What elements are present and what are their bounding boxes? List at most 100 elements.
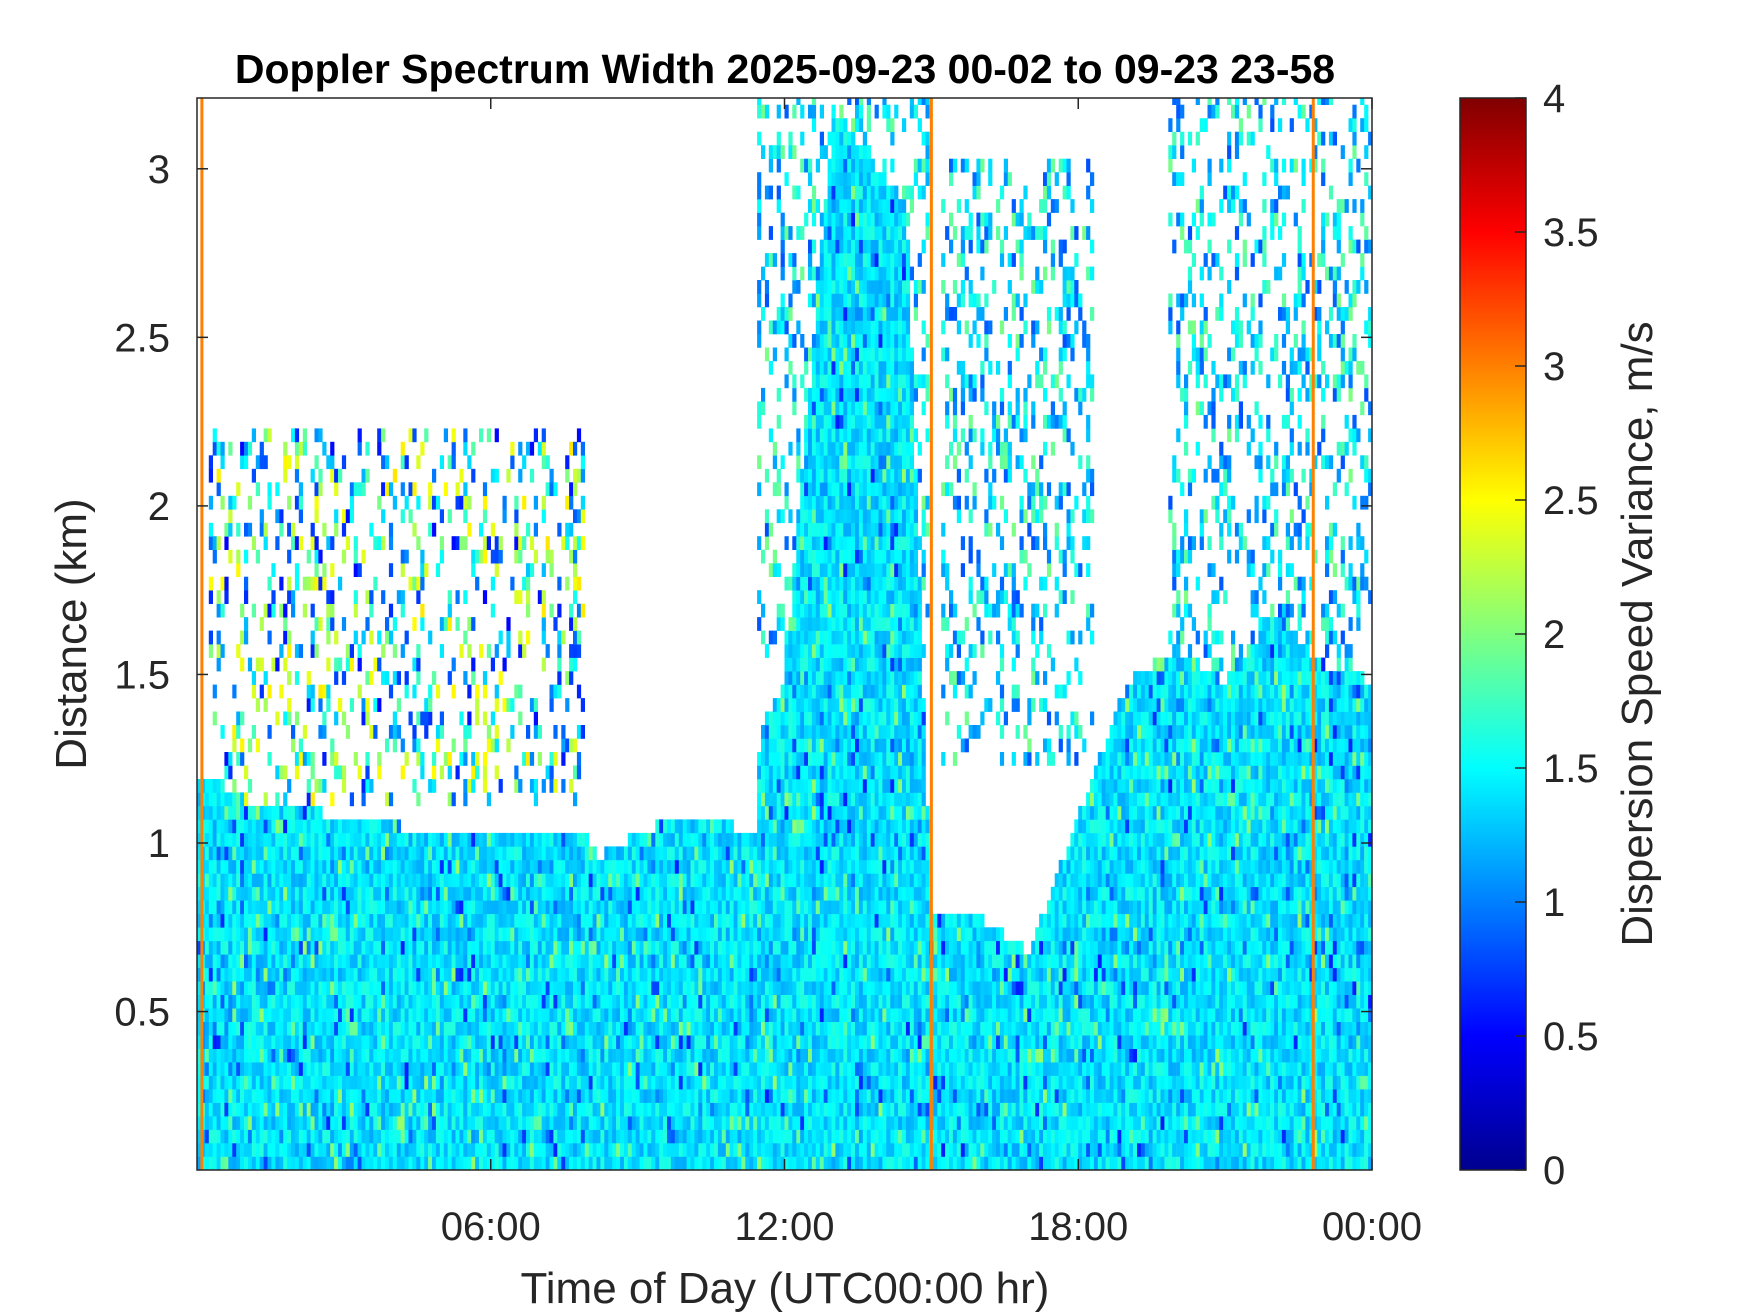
heatmap-cell xyxy=(467,873,472,888)
heatmap-cell xyxy=(502,1129,507,1144)
heatmap-cell xyxy=(298,832,303,847)
heatmap-cell xyxy=(302,940,307,955)
heatmap-cell xyxy=(553,913,558,928)
heatmap-cell xyxy=(271,940,276,955)
heatmap-cell xyxy=(569,1089,574,1103)
heatmap-cell xyxy=(561,1156,566,1171)
heatmap-cell xyxy=(482,981,488,995)
heatmap-cell xyxy=(780,752,785,766)
heatmap-cell xyxy=(416,900,421,915)
heatmap-cell xyxy=(639,1021,644,1036)
heatmap-cell xyxy=(561,738,566,753)
heatmap-cell xyxy=(670,1089,676,1103)
heatmap-cell xyxy=(670,1102,676,1117)
heatmap-cell xyxy=(635,1129,640,1144)
heatmap-cell xyxy=(541,590,546,604)
heatmap-cell xyxy=(236,805,241,820)
heatmap-cell xyxy=(310,1156,315,1171)
heatmap-cell xyxy=(314,1062,319,1076)
heatmap-cell xyxy=(377,441,382,456)
heatmap-cell xyxy=(259,805,264,820)
heatmap-cell xyxy=(357,967,362,982)
heatmap-cell xyxy=(490,1021,495,1036)
heatmap-cell xyxy=(772,779,777,793)
heatmap-cell xyxy=(733,994,738,1009)
heatmap-cell xyxy=(369,1116,374,1130)
heatmap-cell xyxy=(400,549,405,564)
heatmap-cell xyxy=(772,253,777,267)
heatmap-cell xyxy=(388,1116,394,1130)
heatmap-cell xyxy=(400,832,405,847)
heatmap-cell xyxy=(404,630,409,645)
heatmap-cell xyxy=(522,576,527,591)
heatmap-cell xyxy=(400,927,405,942)
heatmap-cell xyxy=(545,1021,550,1036)
heatmap-cell xyxy=(349,954,354,969)
heatmap-cell xyxy=(424,954,429,969)
heatmap-cell xyxy=(549,859,554,874)
heatmap-cell xyxy=(267,1048,272,1063)
heatmap-cell xyxy=(651,913,656,928)
heatmap-cell xyxy=(768,805,773,820)
heatmap-cell xyxy=(643,913,648,928)
heatmap-cell xyxy=(698,1129,703,1144)
heatmap-cell xyxy=(479,1021,484,1036)
heatmap-cell xyxy=(353,1035,358,1049)
heatmap-cell xyxy=(451,886,456,901)
heatmap-cell xyxy=(592,913,597,928)
heatmap-cell xyxy=(435,873,441,888)
heatmap-cell xyxy=(674,1008,679,1022)
heatmap-cell xyxy=(451,657,456,672)
heatmap-cell xyxy=(259,1129,264,1144)
heatmap-cell xyxy=(302,1075,307,1090)
heatmap-cell xyxy=(247,873,253,888)
chart-title: Doppler Spectrum Width 2025-09-23 00-02 … xyxy=(235,46,1335,92)
heatmap-cell xyxy=(655,873,660,888)
heatmap-cell xyxy=(498,549,503,564)
heatmap-cell xyxy=(322,1102,327,1117)
heatmap-cell xyxy=(694,1035,699,1049)
heatmap-cell xyxy=(772,630,777,645)
heatmap-cell xyxy=(420,940,425,955)
heatmap-cell xyxy=(506,698,511,712)
heatmap-cell xyxy=(573,859,578,874)
heatmap-cell xyxy=(412,886,417,901)
heatmap-cell xyxy=(623,1129,629,1144)
heatmap-cell xyxy=(623,967,629,982)
heatmap-cell xyxy=(310,1048,315,1063)
heatmap-cell xyxy=(588,954,593,969)
heatmap-cell xyxy=(518,1075,523,1090)
heatmap-cell xyxy=(451,994,456,1009)
heatmap-cell xyxy=(361,630,366,645)
heatmap-cell xyxy=(377,846,382,861)
heatmap-cell xyxy=(616,1129,621,1144)
heatmap-cell xyxy=(717,873,723,888)
heatmap-cell xyxy=(471,1075,476,1090)
heatmap-cell xyxy=(631,1143,636,1157)
heatmap-cell xyxy=(255,698,260,712)
heatmap-cell xyxy=(318,819,323,834)
heatmap-cell xyxy=(494,549,499,564)
heatmap-cell xyxy=(757,131,762,146)
heatmap-cell xyxy=(780,1035,785,1049)
heatmap-cell xyxy=(792,104,797,119)
heatmap-cell xyxy=(369,859,374,874)
heatmap-cell xyxy=(502,927,507,942)
heatmap-cell xyxy=(631,967,636,982)
heatmap-cell xyxy=(400,1156,405,1171)
heatmap-cell xyxy=(451,913,456,928)
heatmap-cell xyxy=(702,1048,707,1063)
heatmap-cell xyxy=(784,1102,789,1117)
heatmap-cell xyxy=(467,1048,472,1063)
heatmap-cell xyxy=(761,954,766,969)
heatmap-cell xyxy=(447,1089,452,1103)
heatmap-cell xyxy=(447,927,452,942)
heatmap-cell xyxy=(659,819,664,834)
heatmap-cell xyxy=(412,846,417,861)
heatmap-cell xyxy=(275,832,280,847)
heatmap-cell xyxy=(455,1008,460,1022)
heatmap-cell xyxy=(655,859,660,874)
heatmap-cell xyxy=(690,819,695,834)
heatmap-cell xyxy=(526,1062,531,1076)
heatmap-cell xyxy=(232,927,237,942)
